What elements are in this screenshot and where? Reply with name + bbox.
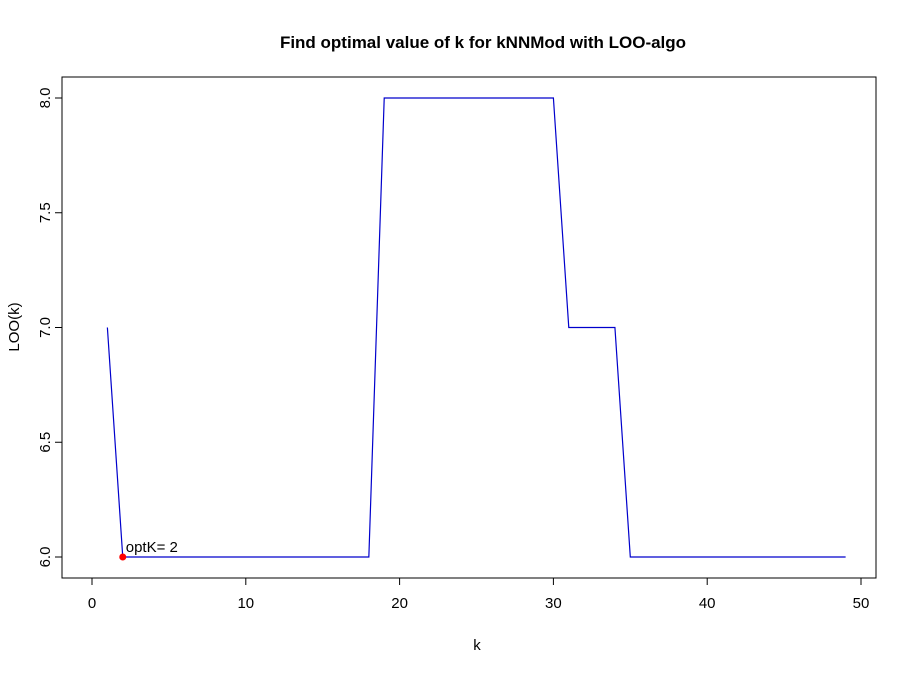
series-line <box>106 97 846 558</box>
y-tick-label: 7.0 <box>37 317 54 338</box>
x-tick-label: 30 <box>545 595 562 612</box>
x-tick-label: 10 <box>237 595 254 612</box>
x-tick-label: 50 <box>853 595 870 612</box>
optimal-k-point <box>119 553 127 561</box>
y-axis-label: LOO(k) <box>6 302 23 351</box>
x-tick-label: 40 <box>699 595 716 612</box>
y-tick-label: 8.0 <box>37 88 54 109</box>
y-tick-label: 6.5 <box>37 432 54 453</box>
x-axis: 0 10 20 30 40 50 <box>88 577 870 612</box>
x-tick-label: 20 <box>391 595 408 612</box>
y-tick-label: 7.5 <box>37 202 54 223</box>
annotation-layer: optK= 2 <box>119 539 178 561</box>
series-layer <box>106 97 846 558</box>
x-tick-label: 0 <box>88 595 96 612</box>
chart-title: Find optimal value of k for kNNMod with … <box>280 33 686 52</box>
x-axis-label: k <box>473 637 481 654</box>
y-tick-label: 6.0 <box>37 547 54 568</box>
y-axis: 6.0 6.5 7.0 7.5 8.0 <box>37 88 63 568</box>
optimal-k-annotation: optK= 2 <box>126 539 178 556</box>
